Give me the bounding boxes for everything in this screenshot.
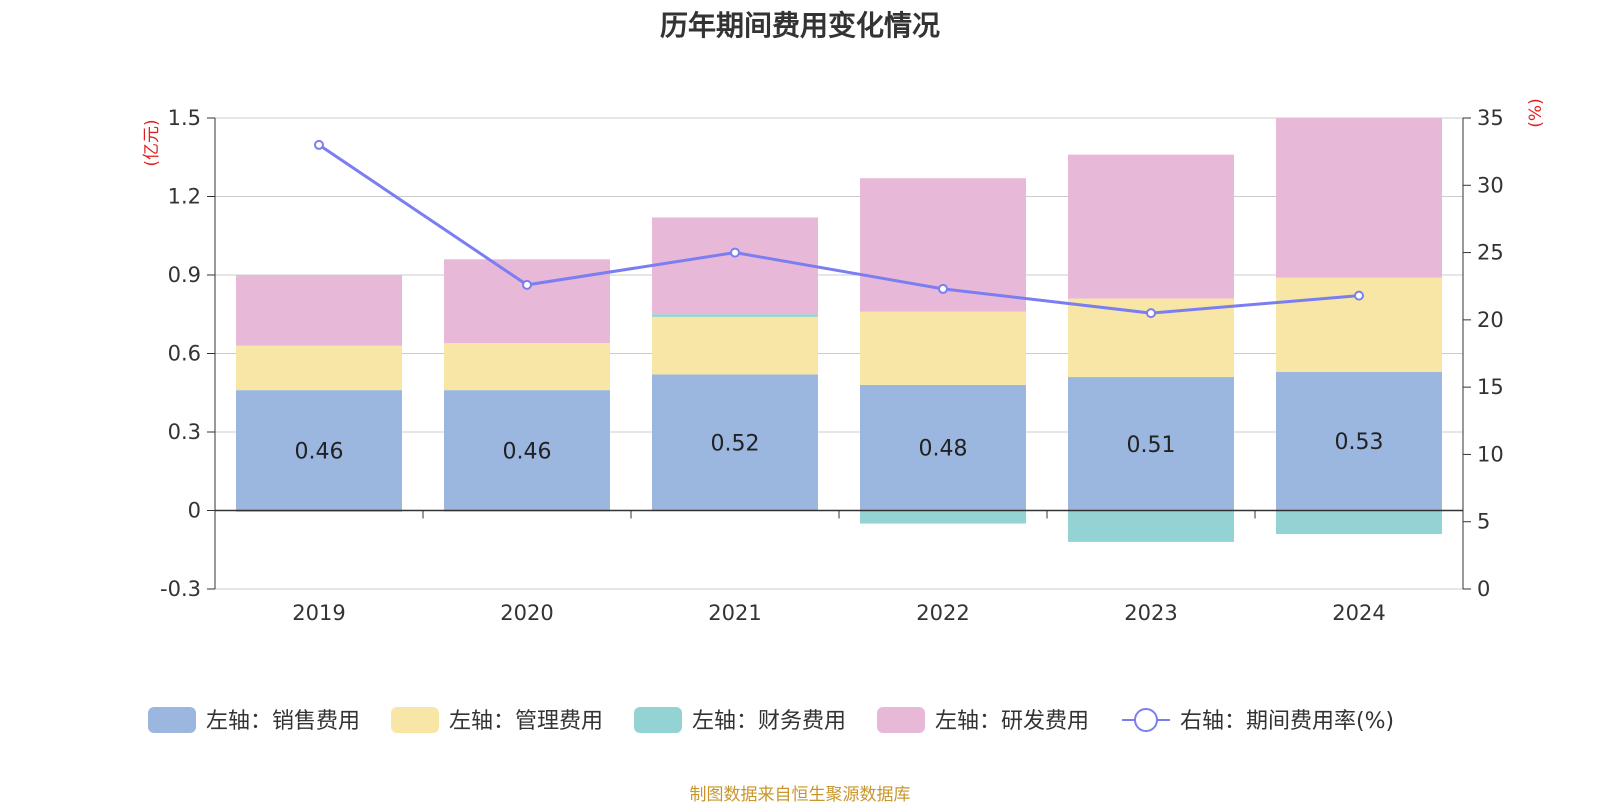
rate-point: [1146, 308, 1156, 319]
bar-segment: [652, 316, 818, 375]
bar-segment: [444, 259, 610, 344]
data-label: 0.46: [503, 439, 552, 464]
x-axis-tick-label: 2022: [916, 601, 969, 625]
left-axis-tick-label: 1.5: [168, 106, 201, 130]
right-axis-tick-label: 0: [1477, 577, 1490, 601]
right-axis-tick-label: 15: [1477, 375, 1504, 399]
bar-segment: [236, 275, 402, 346]
x-axis-tick-label: 2019: [292, 601, 345, 625]
legend-label: 右轴：期间费用率(%): [1180, 709, 1394, 734]
rate-point: [522, 279, 532, 290]
bar-segment: [1068, 377, 1234, 511]
right-axis-tick-label: 10: [1477, 442, 1504, 466]
rate-point: [938, 283, 948, 294]
right-axis-tick-label: 20: [1477, 308, 1504, 332]
bar-segment: [444, 390, 610, 511]
bar-segment: [652, 217, 818, 315]
rate-point: [730, 247, 740, 258]
legend-swatch: [877, 707, 925, 733]
bar-segment: [652, 374, 818, 511]
right-axis-tick-label: 5: [1477, 510, 1490, 534]
right-axis-unit: (%): [1526, 98, 1546, 127]
bar-segment: [860, 510, 1026, 524]
data-label: 0.52: [711, 431, 760, 456]
legend-label: 左轴：销售费用: [206, 709, 360, 734]
bar-segment: [444, 343, 610, 391]
legend-line-marker: [1134, 708, 1158, 732]
bar-segment: [236, 345, 402, 391]
legend-swatch: [634, 707, 682, 733]
left-axis-tick-label: 0.6: [168, 342, 201, 366]
bar-segment: [652, 314, 818, 317]
source-note: 制图数据来自恒生聚源数据库: [689, 785, 911, 805]
bar-segment: [860, 384, 1026, 511]
x-axis-tick-label: 2023: [1124, 601, 1177, 625]
rate-point: [314, 139, 324, 150]
bar-segment: [1276, 510, 1442, 535]
bar-segment: [1068, 154, 1234, 299]
x-axis-tick-label: 2020: [500, 601, 553, 625]
data-label: 0.53: [1335, 430, 1384, 455]
data-label: 0.51: [1127, 433, 1176, 458]
right-axis-tick-label: 30: [1477, 173, 1504, 197]
bar-segment: [860, 311, 1026, 385]
left-axis-tick-label: 1.2: [168, 185, 201, 209]
x-axis-tick-label: 2021: [708, 601, 761, 625]
legend-label: 左轴：研发费用: [935, 709, 1089, 734]
left-axis-unit: (亿元): [142, 119, 162, 166]
legend-swatch: [391, 707, 439, 733]
legend-label: 左轴：管理费用: [449, 709, 603, 734]
bar-segment: [236, 390, 402, 511]
data-label: 0.46: [295, 439, 344, 464]
legend-label: 左轴：财务费用: [692, 709, 846, 734]
left-axis-tick-label: 0: [188, 499, 201, 523]
x-axis-tick-label: 2024: [1332, 601, 1385, 625]
data-label: 0.48: [919, 437, 968, 462]
bar-segment: [1276, 371, 1442, 511]
legend-swatch: [148, 707, 196, 733]
rate-line: [318, 143, 1360, 315]
chart-title: 历年期间费用变化情况: [659, 9, 940, 42]
left-axis-tick-label: 0.3: [168, 420, 201, 444]
right-axis-tick-label: 25: [1477, 241, 1504, 265]
right-axis-tick-label: 35: [1477, 106, 1504, 130]
chart-svg: -0.3 0 0.3 0.6 0.9 1.2 1.5 0 5 10 15 20 25 30 35 (亿元) (%…: [142, 98, 1546, 734]
bar-segment: [1068, 510, 1234, 542]
left-axis-tick-label: 0.9: [168, 263, 201, 287]
rate-point: [1354, 290, 1364, 301]
left-axis-tick-label: -0.3: [160, 577, 201, 601]
bar-segment: [1276, 118, 1442, 278]
